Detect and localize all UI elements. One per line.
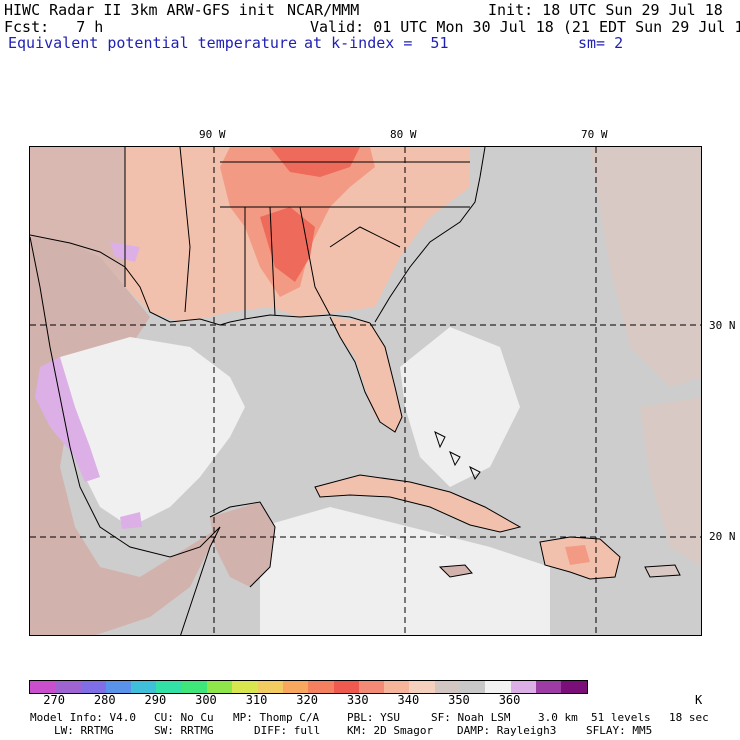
colorbar-swatch — [358, 681, 385, 693]
institution-label: NCAR/MMM — [287, 1, 360, 19]
lon-label-70w: 70 W — [581, 128, 608, 141]
colorbar-tick-label: 320 — [296, 693, 318, 707]
colorbar — [29, 680, 588, 694]
colorbar-swatch — [55, 681, 81, 693]
colorbar-swatch — [434, 681, 461, 693]
colorbar-tick-label: 300 — [195, 693, 217, 707]
colorbar-swatch — [485, 681, 511, 693]
valid-time: Valid: 01 UTC Mon 30 Jul 18 (21 EDT Sun … — [310, 18, 740, 36]
level-label: at k-index = 51 — [304, 34, 449, 52]
colorbar-swatch — [561, 681, 587, 693]
colorbar-swatch — [510, 681, 536, 693]
colorbar-swatch — [333, 681, 359, 693]
footer-model-info: Model Info: V4.0 — [30, 711, 136, 724]
lon-label-90w: 90 W — [199, 128, 226, 141]
colorbar-tick-label: 280 — [93, 693, 116, 707]
colorbar-swatch — [232, 681, 258, 693]
colorbar-tick-label: 290 — [144, 693, 167, 707]
colorbar-swatch — [156, 681, 182, 693]
colorbar-swatch — [460, 681, 486, 693]
colorbar-unit: K — [695, 693, 703, 707]
footer-resolution: 3.0 km — [538, 711, 578, 724]
footer-mp: MP: Thomp C/A — [233, 711, 320, 724]
forecast-hour: Fcst: 7 h — [4, 18, 104, 36]
colorbar-tick-label: 360 — [498, 693, 521, 707]
colorbar-swatch — [181, 681, 208, 693]
colorbar-swatch — [30, 681, 56, 693]
footer-lw: LW: RRTMG — [54, 724, 114, 737]
footer-sw: SW: RRTMG — [154, 724, 214, 737]
colorbar-swatch — [282, 681, 309, 693]
footer-km: KM: 2D Smagor — [347, 724, 434, 737]
smoothing-label: sm= 2 — [578, 34, 624, 52]
field-name: Equivalent potential temperature — [8, 34, 297, 52]
colorbar-swatch — [105, 681, 132, 693]
init-time: Init: 18 UTC Sun 29 Jul 18 — [488, 1, 723, 19]
footer-diff: DIFF: full — [254, 724, 321, 737]
colorbar-swatch — [207, 681, 233, 693]
colorbar-swatch — [535, 681, 562, 693]
map-panel — [29, 146, 702, 636]
colorbar-swatch — [384, 681, 410, 693]
footer-timestep: 18 sec — [669, 711, 709, 724]
footer-pbl: PBL: YSU — [347, 711, 400, 724]
footer-sf: SF: Noah LSM — [431, 711, 511, 724]
colorbar-swatch — [131, 681, 157, 693]
lat-label-20n: 20 N — [709, 530, 736, 543]
colorbar-tick-label: 310 — [245, 693, 268, 707]
footer-damp: DAMP: Rayleigh3 — [457, 724, 557, 737]
footer-sflay: SFLAY: MM5 — [586, 724, 653, 737]
colorbar-swatch — [257, 681, 283, 693]
map-field — [30, 147, 701, 635]
colorbar-swatch — [80, 681, 106, 693]
colorbar-tick-label: 270 — [43, 693, 65, 707]
colorbar-tick-label: 330 — [346, 693, 369, 707]
colorbar-tick-label: 340 — [397, 693, 420, 707]
footer-cu: CU: No Cu — [154, 711, 214, 724]
colorbar-tick-label: 350 — [448, 693, 470, 707]
lat-label-30n: 30 N — [709, 319, 736, 332]
footer-levels: 51 levels — [591, 711, 651, 724]
colorbar-swatch — [308, 681, 334, 693]
lon-label-80w: 80 W — [390, 128, 417, 141]
model-title: HIWC Radar II 3km ARW-GFS init — [4, 1, 275, 19]
colorbar-swatch — [409, 681, 435, 693]
